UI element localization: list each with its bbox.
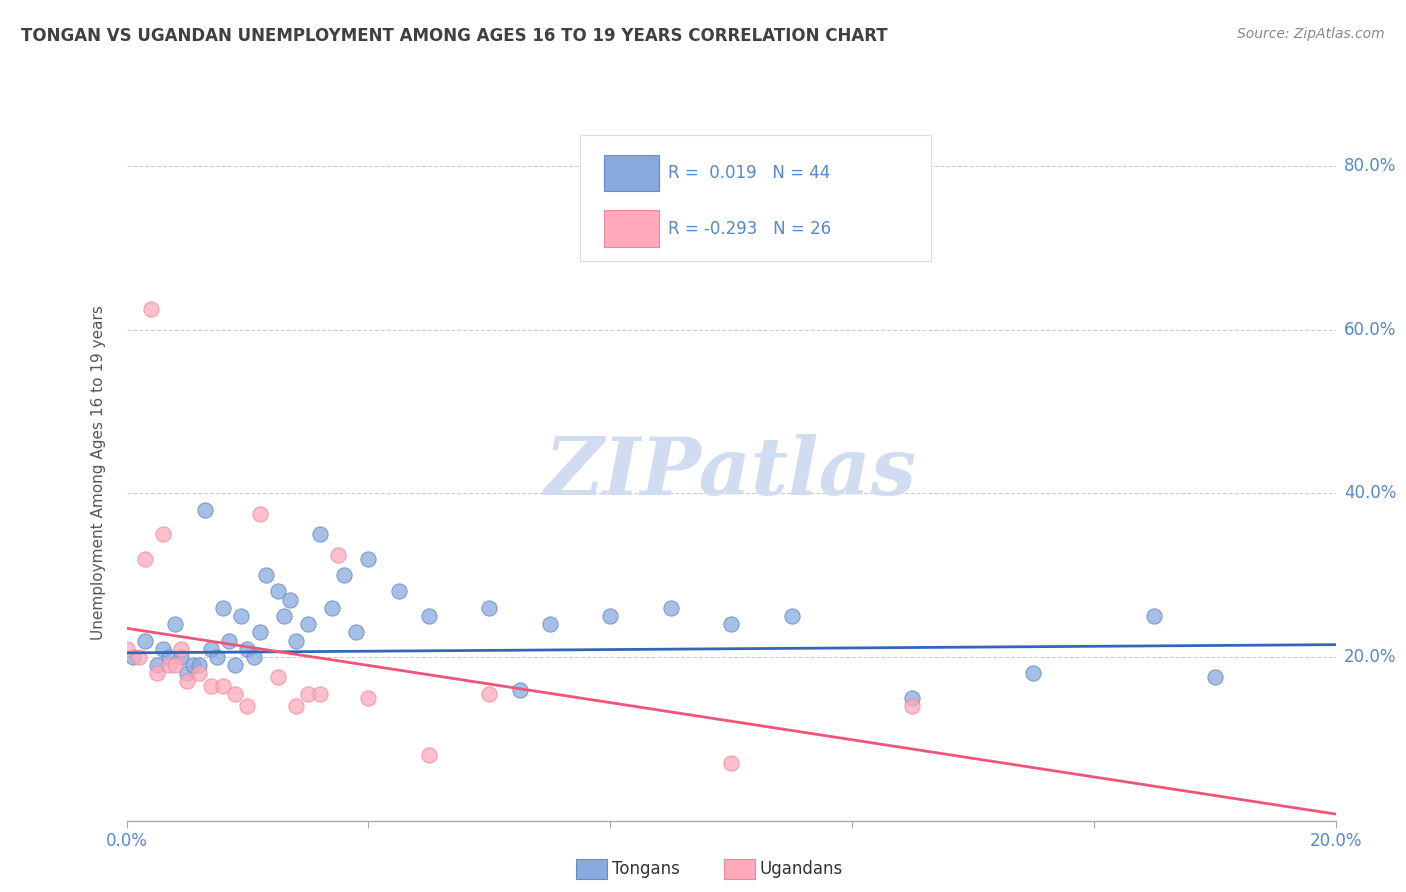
Point xyxy=(780,609,803,624)
Point xyxy=(478,600,501,615)
Text: R = -0.293   N = 26: R = -0.293 N = 26 xyxy=(668,219,831,237)
Point xyxy=(1143,609,1166,624)
Point xyxy=(333,568,356,582)
Point xyxy=(163,617,186,632)
Text: Ugandans: Ugandans xyxy=(759,860,842,878)
Point xyxy=(194,502,217,516)
Point xyxy=(200,641,222,656)
Text: ZIPatlas: ZIPatlas xyxy=(546,434,917,511)
Point xyxy=(224,658,246,673)
Point xyxy=(249,625,271,640)
Point xyxy=(157,658,180,673)
Point xyxy=(284,633,307,648)
Point xyxy=(309,687,332,701)
Point xyxy=(152,641,174,656)
Point xyxy=(297,617,319,632)
Point xyxy=(181,658,204,673)
Point xyxy=(418,609,440,624)
Point xyxy=(284,699,307,714)
Point xyxy=(249,507,271,521)
Y-axis label: Unemployment Among Ages 16 to 19 years: Unemployment Among Ages 16 to 19 years xyxy=(91,305,105,640)
Point xyxy=(231,609,253,624)
Point xyxy=(224,687,246,701)
Point xyxy=(901,699,924,714)
Text: Tongans: Tongans xyxy=(612,860,679,878)
Point xyxy=(212,679,235,693)
Point xyxy=(659,600,682,615)
Point xyxy=(128,649,150,664)
Point xyxy=(170,641,193,656)
Point xyxy=(188,666,211,681)
Point xyxy=(121,649,143,664)
Point xyxy=(188,658,211,673)
Point xyxy=(163,658,186,673)
Point xyxy=(720,756,742,771)
Text: Source: ZipAtlas.com: Source: ZipAtlas.com xyxy=(1237,27,1385,41)
Text: TONGAN VS UGANDAN UNEMPLOYMENT AMONG AGES 16 TO 19 YEARS CORRELATION CHART: TONGAN VS UGANDAN UNEMPLOYMENT AMONG AGE… xyxy=(21,27,887,45)
Point xyxy=(170,649,193,664)
Point xyxy=(478,687,501,701)
Point xyxy=(134,551,156,566)
Point xyxy=(176,666,198,681)
Point xyxy=(538,617,561,632)
Point xyxy=(273,609,295,624)
Point xyxy=(205,649,228,664)
Point xyxy=(236,641,259,656)
Point xyxy=(509,682,531,697)
Point xyxy=(146,666,169,681)
Point xyxy=(388,584,411,599)
Point xyxy=(200,679,222,693)
Point xyxy=(134,633,156,648)
FancyBboxPatch shape xyxy=(581,136,931,260)
Point xyxy=(720,617,742,632)
Point xyxy=(309,527,332,541)
Point xyxy=(344,625,367,640)
Point xyxy=(278,592,301,607)
Point xyxy=(326,548,350,562)
Point xyxy=(146,658,169,673)
Point xyxy=(115,641,138,656)
Point xyxy=(157,649,180,664)
Text: 20.0%: 20.0% xyxy=(1344,648,1396,666)
Point xyxy=(1022,666,1045,681)
Point xyxy=(218,633,240,648)
Text: R =  0.019   N = 44: R = 0.019 N = 44 xyxy=(668,164,831,182)
Point xyxy=(1204,670,1226,684)
Point xyxy=(212,600,235,615)
Point xyxy=(176,674,198,689)
Point xyxy=(297,687,319,701)
Point xyxy=(357,690,380,705)
Point xyxy=(254,568,277,582)
Text: 80.0%: 80.0% xyxy=(1344,157,1396,175)
Point xyxy=(321,600,343,615)
Point xyxy=(267,670,290,684)
Point xyxy=(901,690,924,705)
Text: 40.0%: 40.0% xyxy=(1344,484,1396,502)
Point xyxy=(236,699,259,714)
FancyBboxPatch shape xyxy=(605,155,658,191)
FancyBboxPatch shape xyxy=(605,211,658,247)
Point xyxy=(267,584,290,599)
Point xyxy=(357,551,380,566)
Point xyxy=(242,649,264,664)
Point xyxy=(139,301,162,316)
Point xyxy=(599,609,621,624)
Text: 60.0%: 60.0% xyxy=(1344,320,1396,339)
Point xyxy=(418,748,440,763)
Point xyxy=(152,527,174,541)
